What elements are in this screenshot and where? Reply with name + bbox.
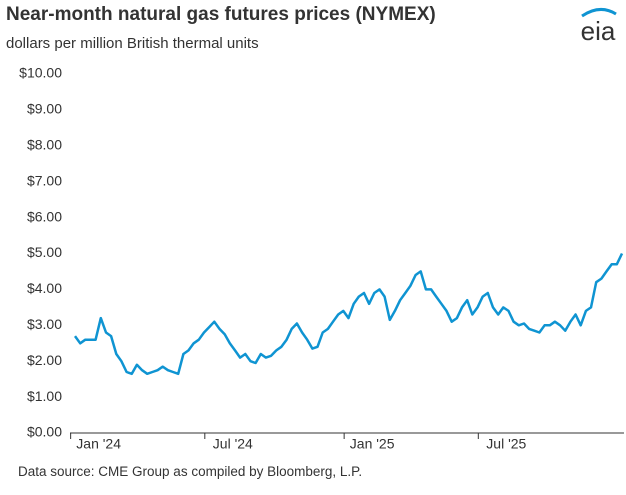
chart-title: Near-month natural gas futures prices (N…	[6, 4, 436, 25]
y-tick-label: $5.00	[27, 244, 62, 260]
price-line	[73, 252, 624, 376]
y-tick-label: $1.00	[27, 388, 62, 404]
x-tick-label: Jan '25	[350, 436, 395, 452]
y-tick-label: $0.00	[27, 424, 62, 440]
logo: eia	[581, 16, 616, 46]
y-tick-label: $6.00	[27, 208, 62, 224]
y-tick-label: $7.00	[27, 172, 62, 188]
chart-subtitle: dollars per million British thermal unit…	[6, 35, 259, 52]
y-tick-label: $3.00	[27, 316, 62, 332]
y-tick-label: $8.00	[27, 137, 62, 153]
logo-swoosh	[581, 8, 617, 18]
y-tick-label: $9.00	[27, 101, 62, 117]
y-tick-label: $4.00	[27, 280, 62, 296]
y-tick-label: $2.00	[27, 352, 62, 368]
x-tick-label: Jan '24	[76, 436, 121, 452]
x-tick-label: Jul '24	[213, 436, 253, 452]
y-tick-label: $10.00	[19, 65, 62, 81]
source-note: Data source: CME Group as compiled by Bl…	[18, 464, 362, 479]
x-tick-label: Jul '25	[486, 436, 526, 452]
